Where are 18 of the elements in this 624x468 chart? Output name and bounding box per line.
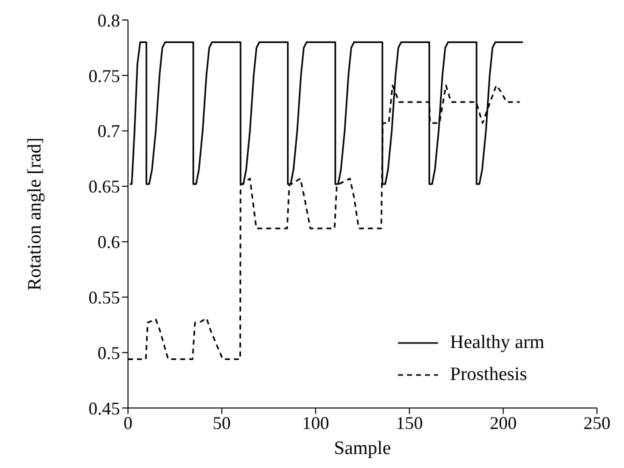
x-tick-label: 200 [490,412,517,433]
y-axis-title: Rotation angle [rad] [24,137,46,291]
legend-label: Healthy arm [450,332,544,354]
legend-label: Prosthesis [450,364,528,386]
y-tick-label: 0.55 [88,288,120,308]
y-tick-label: 0.7 [98,121,120,142]
x-tick-label: 100 [302,412,330,433]
x-tick-label: 150 [396,412,423,433]
x-tick-label: 0 [124,412,132,433]
y-tick-label: 0.45 [88,398,120,418]
y-tick-label: 0.65 [88,176,120,197]
y-tick-label: 0.6 [98,232,120,252]
x-axis-title: Sample [334,438,391,459]
x-tick-label: 250 [584,412,610,433]
y-tick-label: 0.5 [98,342,120,363]
y-tick-label: 0.8 [98,10,120,30]
y-tick-label: 0.75 [88,66,120,86]
x-tick-label: 50 [212,412,231,433]
